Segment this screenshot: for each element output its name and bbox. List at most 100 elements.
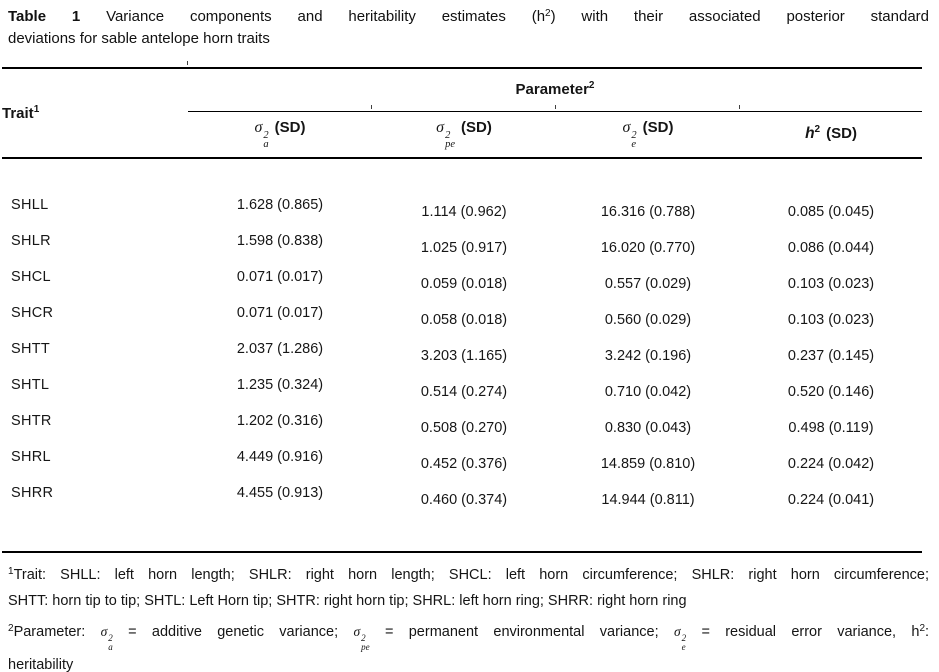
value-cell: 4.455 (0.913) (236, 485, 324, 501)
parameter-group-header: Parameter2 (188, 68, 923, 112)
table-body: SHLL 1.628 (0.865) 1.114 (0.962) 16.316 … (2, 158, 922, 552)
caption-text-end: ) with their associated posterior standa… (550, 8, 929, 25)
trait-cell: SHLR (11, 233, 51, 249)
table-row: SHCL 0.071 (0.017) 0.059 (0.018) 0.557 (… (2, 259, 922, 295)
footnote-2-marker: 2 (8, 623, 14, 634)
value-cell: 1.025 (0.917) (420, 240, 508, 256)
value-cell: 0.071 (0.017) (236, 305, 324, 321)
footnote-1-line-1: 1Trait: SHLL: left horn length; SHLR: ri… (8, 566, 929, 583)
sd-label: (SD) (826, 125, 857, 143)
value-cell: 0.059 (0.018) (420, 276, 508, 292)
table-row: SHTL 1.235 (0.324) 0.514 (0.274) 0.710 (… (2, 367, 922, 403)
parameter-header-label: Parameter (515, 81, 589, 99)
parameter-header-row: Trait1 Parameter2 (2, 68, 923, 159)
caption-line-2: deviations for sable antelope horn trait… (8, 29, 270, 47)
rule-tick (555, 105, 556, 109)
trait-cell: SHTL (11, 377, 50, 393)
value-cell: 16.316 (0.788) (600, 204, 696, 220)
value-cell: 3.242 (0.196) (604, 348, 692, 364)
table-row: SHTR 1.202 (0.316) 0.508 (0.270) 0.830 (… (2, 403, 922, 439)
column-header-h2: h2 (SD) (740, 111, 923, 159)
subheader-row: σ 2 a (SD) σ 2 pe (SD) σ 2 e (SD) h2 (SD) (2, 111, 923, 159)
value-cell: 0.520 (0.146) (787, 384, 875, 400)
rule-tick (371, 105, 372, 109)
value-cell: 0.560 (0.029) (604, 312, 692, 328)
value-cell: 0.514 (0.274) (420, 384, 508, 400)
value-cell: 0.103 (0.023) (787, 276, 875, 292)
value-cell: 0.071 (0.017) (236, 269, 324, 285)
column-header-sigma-a: σ 2 a (SD) (188, 111, 372, 159)
sd-label: (SD) (642, 118, 674, 136)
value-cell: 0.508 (0.270) (420, 420, 508, 436)
footnote-1-marker: 1 (8, 566, 14, 577)
value-cell: 16.020 (0.770) (600, 240, 696, 256)
trait-cell: SHTR (11, 413, 52, 429)
table-row: SHLR 1.598 (0.838) 1.025 (0.917) 16.020 … (2, 223, 922, 259)
sigma-pe-symbol: σ 2 pe (353, 624, 370, 652)
value-cell: 0.452 (0.376) (420, 456, 508, 472)
sd-label: (SD) (460, 118, 492, 136)
column-header-sigma-pe: σ 2 pe (SD) (372, 111, 556, 159)
table-row: SHRR 4.455 (0.913) 0.460 (0.374) 14.944 … (2, 475, 922, 552)
trait-cell: SHTT (11, 341, 51, 357)
value-cell: 14.859 (0.810) (600, 456, 696, 472)
table-header: Trait1 Parameter2 σ 2 a (SD) σ 2 pe (SD) σ 2 e (S… (2, 68, 923, 159)
table-row: SHTT 2.037 (1.286) 3.203 (1.165) 3.242 (… (2, 331, 922, 367)
value-cell: 0.058 (0.018) (420, 312, 508, 328)
value-cell: 2.037 (1.286) (236, 341, 324, 357)
h-symbol: h (805, 125, 815, 143)
value-cell: 0.460 (0.374) (420, 492, 508, 508)
caption-text: Variance components and heritability est… (106, 8, 546, 25)
caption-superscript: 2 (545, 8, 551, 19)
value-cell: 0.103 (0.023) (787, 312, 875, 328)
trait-cell: SHCR (11, 305, 54, 321)
footnote-2-line-2: heritability (8, 657, 74, 672)
table-row: SHRL 4.449 (0.916) 0.452 (0.376) 14.859 … (2, 439, 922, 475)
sd-label: (SD) (274, 118, 306, 136)
value-cell: 0.498 (0.119) (788, 420, 874, 436)
value-cell: 0.224 (0.042) (787, 456, 875, 472)
value-cell: 4.449 (0.916) (236, 449, 324, 465)
trait-column-header: Trait1 (2, 68, 188, 159)
sigma-pe-symbol: σ 2 pe (436, 118, 455, 151)
rule-tick (187, 61, 188, 65)
trait-cell: SHRL (11, 449, 51, 465)
footnote-1-line-2: SHTT: horn tip to tip; SHTL: Left Horn t… (8, 593, 687, 609)
caption-line-1: Table 1 Variance components and heritabi… (8, 7, 929, 29)
value-cell: 0.237 (0.145) (787, 348, 875, 364)
value-cell: 14.944 (0.811) (601, 492, 695, 508)
value-cell: 0.086 (0.044) (787, 240, 875, 256)
column-header-sigma-e: σ 2 e (SD) (556, 111, 740, 159)
value-cell: 0.557 (0.029) (604, 276, 692, 292)
table-row: SHLL 1.628 (0.865) 1.114 (0.962) 16.316 … (2, 158, 922, 223)
value-cell: 1.202 (0.316) (236, 413, 324, 429)
trait-cell: SHRR (11, 485, 54, 501)
variance-components-table: Trait1 Parameter2 σ 2 a (SD) σ 2 pe (SD) σ 2 e (S… (2, 67, 923, 553)
value-cell: 1.114 (0.962) (421, 204, 507, 220)
value-cell: 0.710 (0.042) (604, 384, 692, 400)
value-cell: 0.224 (0.041) (787, 492, 875, 508)
parameter-header-superscript: 2 (588, 80, 595, 92)
rule-tick (739, 105, 740, 109)
caption-table-number: Table 1 (8, 8, 81, 25)
value-cell: 1.235 (0.324) (236, 377, 324, 393)
value-cell: 0.830 (0.043) (604, 420, 692, 436)
trait-header-label: Trait (2, 104, 34, 122)
footnote-1: 1Trait: SHLL: left horn length; SHLR: ri… (8, 563, 929, 613)
trait-header-superscript: 1 (33, 103, 40, 115)
value-cell: 1.628 (0.865) (236, 197, 324, 213)
trait-cell: SHLL (11, 197, 49, 213)
value-cell: 0.085 (0.045) (787, 204, 875, 220)
table-row: SHCR 0.071 (0.017) 0.058 (0.018) 0.560 (… (2, 295, 922, 331)
trait-cell: SHCL (11, 269, 51, 285)
value-cell: 3.203 (1.165) (420, 348, 508, 364)
value-cell: 1.598 (0.838) (236, 233, 324, 249)
table-caption: Table 1 Variance components and heritabi… (8, 7, 929, 48)
